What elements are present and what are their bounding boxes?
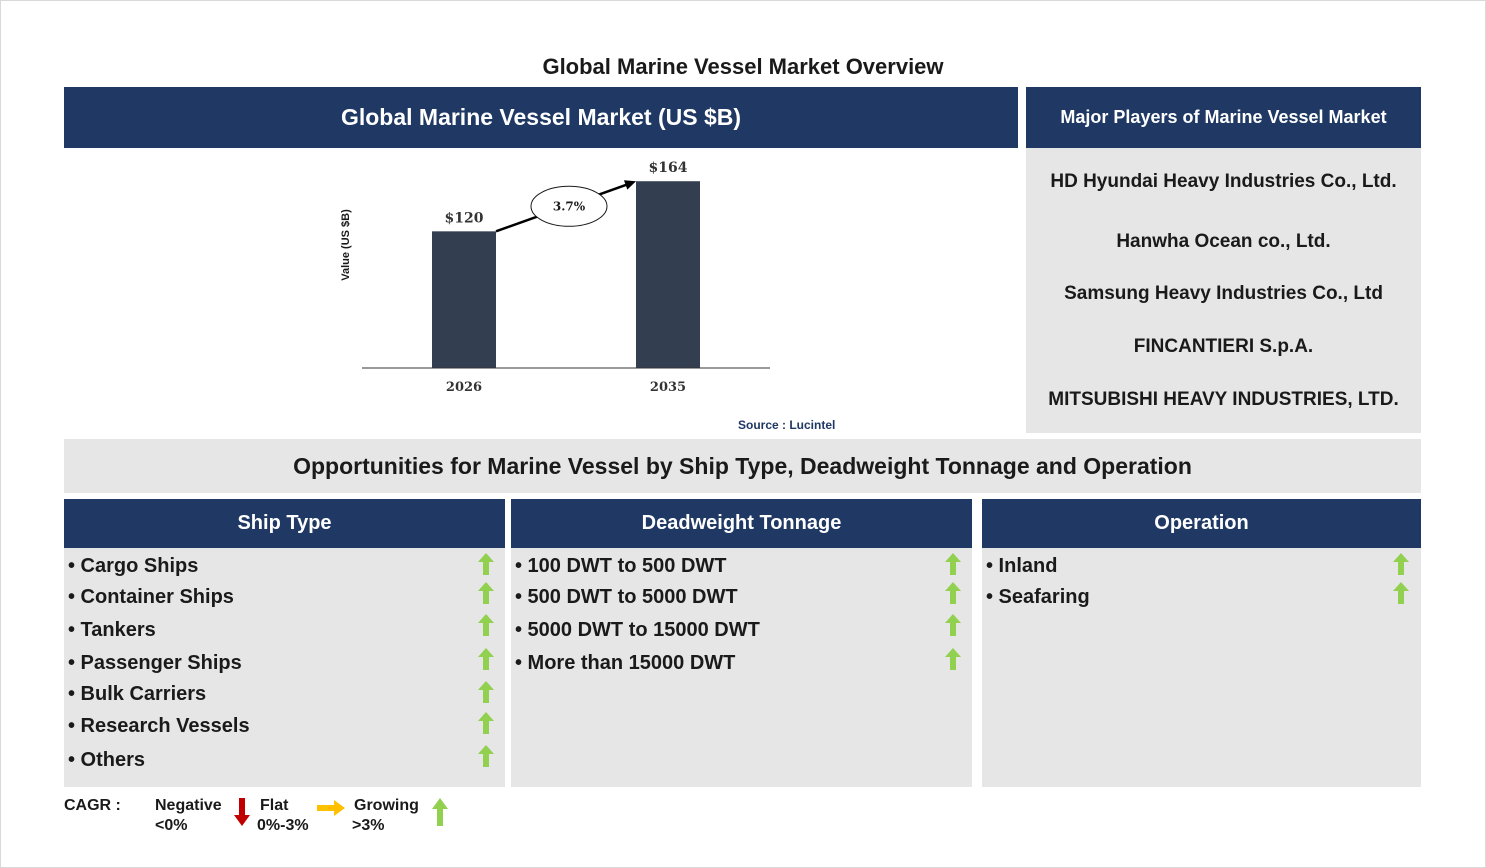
ship-type-header: Ship Type <box>64 499 505 548</box>
growing-arrow-icon <box>432 798 448 826</box>
deadweight-tonnage-header: Deadweight Tonnage <box>511 499 972 548</box>
major-players-panel: HD Hyundai Heavy Industries Co., Ltd. Ha… <box>1026 148 1421 433</box>
list-item: • Inland <box>986 555 1058 577</box>
list-item: • Passenger Ships <box>68 652 242 674</box>
cagr-label: 3.7% <box>553 199 586 213</box>
deadweight-tonnage-panel: • 100 DWT to 500 DWT • 500 DWT to 5000 D… <box>511 548 972 787</box>
list-item: • 100 DWT to 500 DWT <box>515 555 727 577</box>
growing-arrow-icon <box>478 712 494 734</box>
market-bar-chart: $120 2026 $164 2035 Value (US $B) 3.7% <box>340 160 770 395</box>
major-players-header: Major Players of Marine Vessel Market <box>1026 87 1421 148</box>
legend-negative-range: <0% <box>155 817 188 834</box>
growing-arrow-icon <box>478 745 494 767</box>
list-item: • Tankers <box>68 619 156 641</box>
list-item: • Seafaring <box>986 586 1090 608</box>
negative-arrow-icon <box>234 798 250 826</box>
player-item: Samsung Heavy Industries Co., Ltd <box>1064 283 1383 304</box>
legend-negative-label: Negative <box>155 797 222 814</box>
x-tick-label: 2035 <box>650 380 686 395</box>
list-item: • Bulk Carriers <box>68 683 207 705</box>
growing-arrow-icon <box>478 553 494 575</box>
growing-arrow-icon <box>945 648 961 670</box>
growing-arrow-icon <box>1393 582 1409 604</box>
operation-panel: • Inland • Seafaring <box>982 548 1421 787</box>
growing-arrow-icon <box>478 582 494 604</box>
list-item: • Cargo Ships <box>68 555 199 577</box>
growing-arrow-icon <box>945 614 961 636</box>
growing-arrow-icon <box>1393 553 1409 575</box>
player-item: FINCANTIERI S.p.A. <box>1133 336 1314 357</box>
list-item: • Research Vessels <box>68 715 250 737</box>
list-item: • Container Ships <box>68 586 234 608</box>
legend-growing-label: Growing <box>354 797 419 814</box>
market-panel-header: Global Marine Vessel Market (US $B) <box>64 87 1018 148</box>
cagr-bubble <box>530 185 608 227</box>
list-item: • 5000 DWT to 15000 DWT <box>515 619 760 641</box>
y-axis-label: Value (US $B) <box>340 209 352 281</box>
x-tick-label: 2026 <box>446 380 482 395</box>
page-title: Global Marine Vessel Market Overview <box>542 54 944 79</box>
list-item: • 500 DWT to 5000 DWT <box>515 586 738 608</box>
cagr-arrow-head <box>623 180 636 190</box>
legend-flat-label: Flat <box>260 797 289 814</box>
list-item: • Others <box>68 749 146 771</box>
legend-growing-range: >3% <box>352 817 385 834</box>
source-note: Source : Lucintel <box>738 418 836 432</box>
growing-arrow-icon <box>478 614 494 636</box>
player-item: Hanwha Ocean co., Ltd. <box>1116 231 1331 252</box>
growing-arrow-icon <box>478 648 494 670</box>
flat-arrow-icon <box>317 800 345 816</box>
data-label: $120 <box>445 210 484 226</box>
bar-2026 <box>432 231 496 368</box>
bar-2035 <box>636 181 700 368</box>
data-label: $164 <box>649 160 688 176</box>
opportunities-title: Opportunities for Marine Vessel by Ship … <box>64 439 1421 493</box>
legend-cagr-label: CAGR : <box>64 797 121 814</box>
player-item: HD Hyundai Heavy Industries Co., Ltd. <box>1050 171 1397 192</box>
growing-arrow-icon <box>945 582 961 604</box>
ship-type-panel: • Cargo Ships • Container Ships • Tanker… <box>64 548 505 787</box>
player-item: MITSUBISHI HEAVY INDUSTRIES, LTD. <box>1048 389 1399 410</box>
operation-header: Operation <box>982 499 1421 548</box>
growing-arrow-icon <box>945 553 961 575</box>
growing-arrow-icon <box>478 681 494 703</box>
legend-flat-range: 0%-3% <box>257 817 309 834</box>
list-item: • More than 15000 DWT <box>515 652 736 674</box>
